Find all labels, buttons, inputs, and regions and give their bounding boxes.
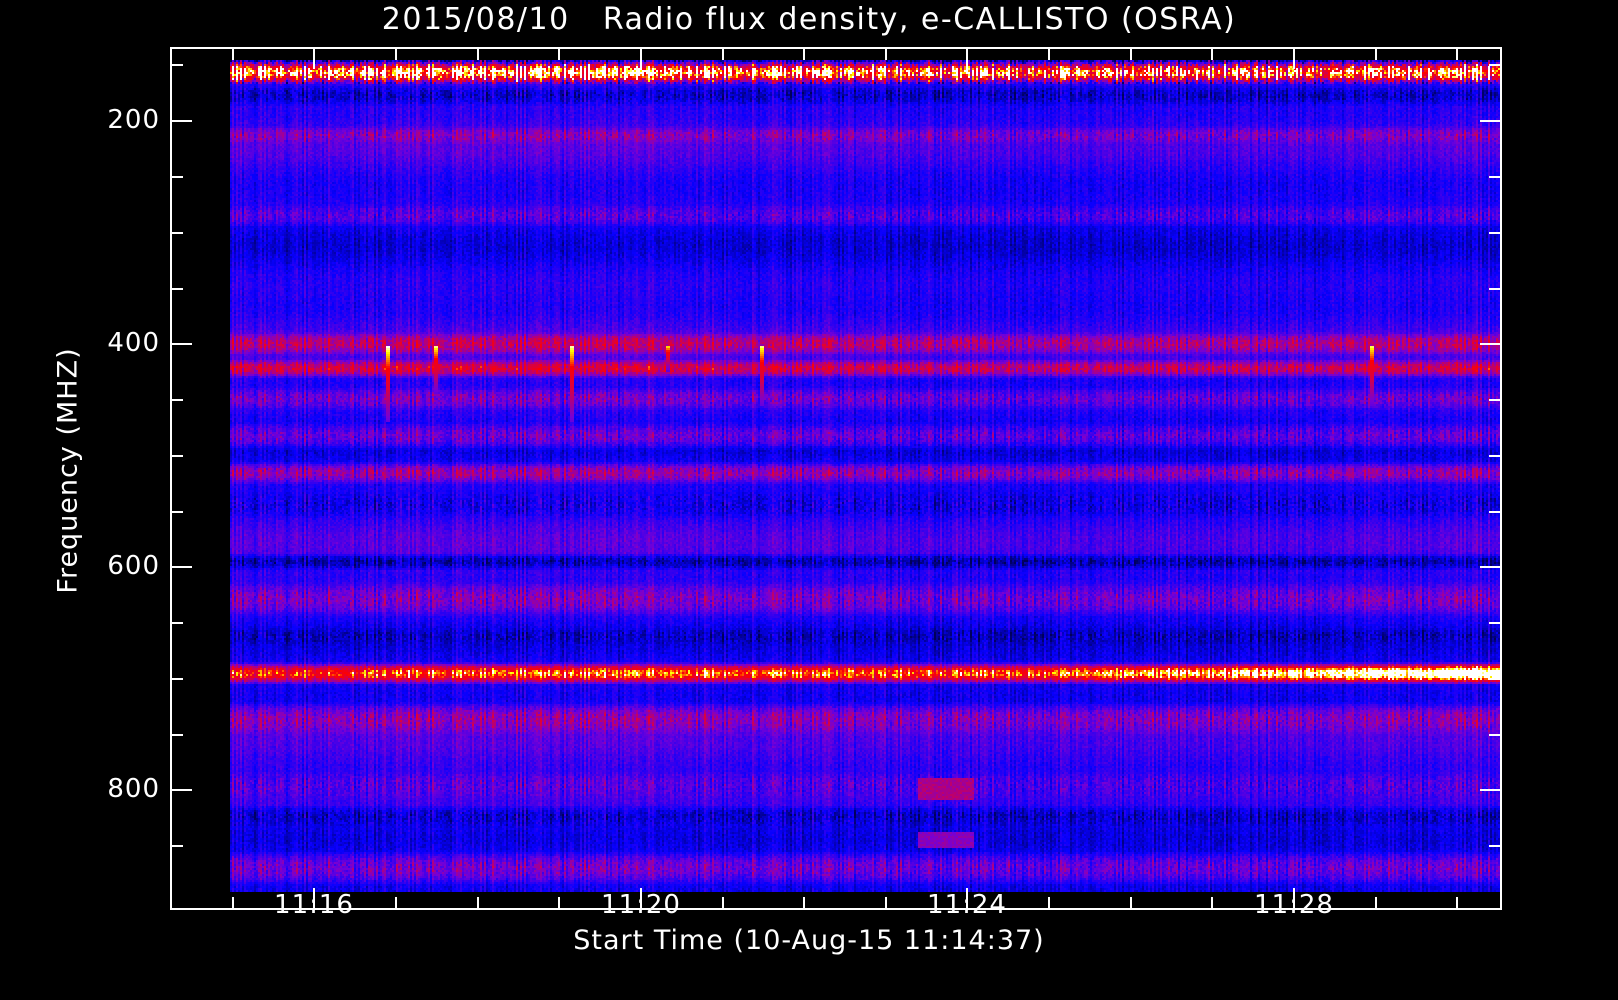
xtick-minor-top xyxy=(722,49,724,60)
ytick-major-200 xyxy=(172,120,192,122)
xtick-minor xyxy=(1048,897,1050,908)
xtick-minor xyxy=(395,897,397,908)
ytick-major-600-right xyxy=(1480,566,1500,568)
ytick-label-600: 600 xyxy=(107,551,160,581)
ytick-minor-right xyxy=(1489,734,1500,736)
ytick-label-200: 200 xyxy=(107,105,160,135)
xtick-minor xyxy=(1211,897,1213,908)
page-title: 2015/08/10 Radio flux density, e-CALLIST… xyxy=(381,2,1237,37)
ytick-minor xyxy=(172,64,183,66)
xtick-minor-top xyxy=(477,49,479,60)
ytick-minor-right xyxy=(1489,622,1500,624)
x-axis-title: Start Time (10-Aug-15 11:14:37) xyxy=(573,925,1045,956)
xtick-minor xyxy=(803,897,805,908)
ytick-minor-right xyxy=(1489,845,1500,847)
y-axis-title: Frequency (MHZ) xyxy=(52,347,84,594)
xtick-major-1120 xyxy=(640,888,642,908)
xtick-minor-top xyxy=(395,49,397,60)
xtick-minor-top xyxy=(1048,49,1050,60)
ytick-minor-right xyxy=(1489,455,1500,457)
xtick-minor-top xyxy=(803,49,805,60)
ytick-minor xyxy=(172,845,183,847)
ytick-major-400-right xyxy=(1480,343,1500,345)
xtick-minor xyxy=(558,897,560,908)
ytick-minor xyxy=(172,678,183,680)
ytick-minor-right xyxy=(1489,232,1500,234)
ytick-minor xyxy=(172,622,183,624)
xtick-major-1128-top xyxy=(1293,49,1295,69)
xtick-minor-top xyxy=(558,49,560,60)
ytick-minor-right xyxy=(1489,176,1500,178)
xtick-minor xyxy=(1456,897,1458,908)
xtick-label-1124: 11:24 xyxy=(927,890,1007,920)
xtick-major-1124-top xyxy=(966,49,968,69)
xtick-minor-top xyxy=(1456,49,1458,60)
ytick-major-800 xyxy=(172,789,192,791)
xtick-minor xyxy=(885,897,887,908)
ytick-minor xyxy=(172,176,183,178)
ytick-label-800: 800 xyxy=(107,774,160,804)
xtick-major-1124 xyxy=(966,888,968,908)
ytick-minor xyxy=(172,734,183,736)
spectrogram-image xyxy=(230,60,1502,892)
ytick-major-200-right xyxy=(1480,120,1500,122)
xtick-minor-top xyxy=(232,49,234,60)
xtick-minor xyxy=(722,897,724,908)
xtick-minor xyxy=(477,897,479,908)
ytick-minor-right xyxy=(1489,399,1500,401)
xtick-minor xyxy=(232,897,234,908)
ytick-minor xyxy=(172,232,183,234)
xtick-minor xyxy=(1375,897,1377,908)
xtick-minor xyxy=(1130,897,1132,908)
xtick-major-1116-top xyxy=(313,49,315,69)
xtick-major-1120-top xyxy=(640,49,642,69)
ytick-minor xyxy=(172,511,183,513)
plot-frame xyxy=(170,47,1502,910)
xtick-label-1128: 11:28 xyxy=(1254,890,1334,920)
ytick-label-400: 400 xyxy=(107,328,160,358)
ytick-minor-right xyxy=(1489,511,1500,513)
ytick-minor-right xyxy=(1489,64,1500,66)
xtick-minor-top xyxy=(1130,49,1132,60)
xtick-minor-top xyxy=(1211,49,1213,60)
ytick-minor xyxy=(172,288,183,290)
ytick-minor-right xyxy=(1489,678,1500,680)
ytick-major-800-right xyxy=(1480,789,1500,791)
ytick-minor xyxy=(172,399,183,401)
ytick-minor-right xyxy=(1489,288,1500,290)
xtick-major-1116 xyxy=(313,888,315,908)
ytick-major-600 xyxy=(172,566,192,568)
xtick-minor-top xyxy=(885,49,887,60)
ytick-major-400 xyxy=(172,343,192,345)
xtick-label-1116: 11:16 xyxy=(274,890,354,920)
xtick-label-1120: 11:20 xyxy=(601,890,681,920)
xtick-minor-top xyxy=(1375,49,1377,60)
xtick-major-1128 xyxy=(1293,888,1295,908)
ytick-minor xyxy=(172,455,183,457)
